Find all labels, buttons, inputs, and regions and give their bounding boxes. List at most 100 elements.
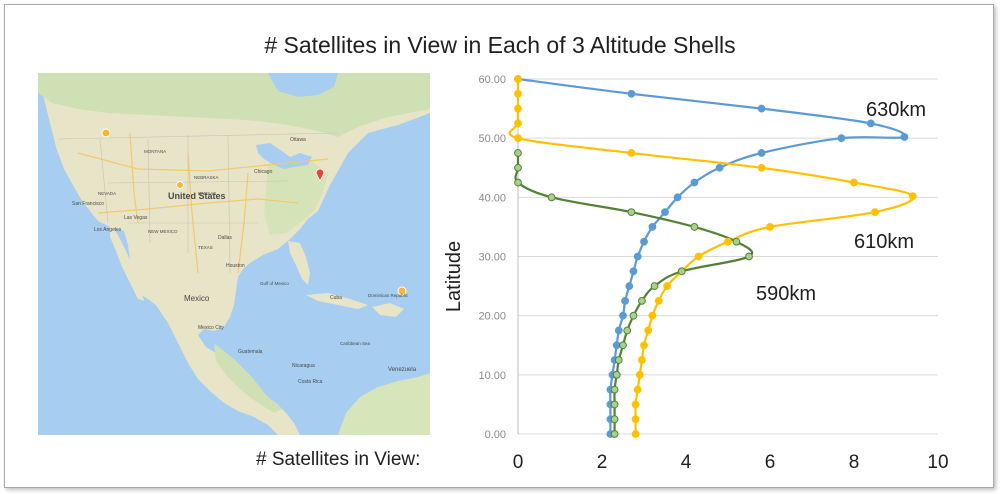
map-label-new-mexico: NEW MEXICO [148,229,178,234]
florida [288,241,310,285]
data-point-630km [633,252,642,261]
data-point-610km [635,370,644,379]
data-point-610km [514,119,522,128]
data-point-590km [514,149,522,157]
map-label-los-angeles: Los Angeles [94,227,122,233]
data-point-590km [732,237,741,246]
data-point-610km [631,430,640,438]
series-points [514,75,917,438]
data-point-630km [690,178,699,187]
latitude-chart: 0.00 10.00 20.00 30.00 40.00 50.00 60.00 0 2 4 6 8… [443,74,949,473]
map-label-venezuela: Venezuela [388,367,417,373]
baja-california [110,223,144,301]
map-label-chicago: Chicago [254,169,273,175]
map-label-houston: Houston [226,263,245,269]
data-point-590km [623,326,632,335]
data-point-610km [514,104,522,113]
data-point-610km [654,296,663,305]
data-point-610km [514,89,522,98]
y-tick-label: 10.00 [478,370,506,382]
map-label-san-francisco: San Francisco [72,201,104,207]
x-tick-label: 6 [765,452,776,473]
data-point-630km [627,89,636,98]
map-label-texas: TEXAS [198,245,213,250]
data-point-630km [673,193,682,202]
map-label-gulf: Gulf of Mexico [260,281,289,286]
data-point-610km [694,252,703,261]
chart-gridlines [517,78,938,435]
x-axis-label: # Satellites in View: [256,449,421,470]
data-point-630km [619,311,627,320]
mexico-south-forest [214,343,282,413]
data-point-610km [724,237,732,246]
data-point-610km [757,163,766,172]
map-label-kansas: KANSAS [198,191,216,196]
data-point-590km [638,296,646,305]
y-tick-label: 60.00 [478,74,506,86]
map-graphic: United States Mexico Ottawa Chicago San … [38,73,430,435]
data-point-610km [514,134,522,143]
north-america-map: United States Mexico Ottawa Chicago San … [38,73,430,435]
data-point-590km [610,430,619,438]
hudson-bay [268,73,338,97]
data-point-630km [629,267,638,276]
data-point-610km [644,326,653,335]
map-label-cuba: Cuba [330,295,342,301]
data-point-590km [619,341,627,350]
data-point-630km [837,134,846,143]
map-label-ottawa: Ottawa [290,137,306,143]
y-axis-label: Latitude [443,241,465,312]
chart-title: # Satellites in View in Each of 3 Altitu… [264,32,736,58]
map-label-nicaragua: Nicaragua [292,363,315,369]
map-label-costa-rica: Costa Rica [298,379,323,385]
map-markers [101,128,407,296]
map-label-las-vegas: Las Vegas [124,215,148,221]
data-point-590km [677,267,686,276]
data-point-610km [850,178,858,187]
series-label-590km: 590km [756,283,816,305]
map-label-nevada: NEVADA [98,191,116,196]
data-point-630km [614,326,623,335]
series-labels: 630km 610km 590km [756,99,926,305]
series-label-630km: 630km [866,99,926,121]
x-tick-label: 10 [927,452,948,473]
map-label-guatemala: Guatemala [238,349,263,355]
data-point-610km [638,356,646,364]
data-point-590km [690,223,699,231]
map-label-nebraska: NEBRASKA [194,175,219,180]
south-america [338,373,430,435]
data-point-610km [514,75,522,83]
data-point-630km [625,282,634,290]
map-label-mexico-city: Mexico City [198,325,224,331]
data-point-590km [614,356,623,364]
data-point-590km [547,193,556,202]
data-point-590km [610,385,619,394]
data-point-610km [663,282,672,290]
y-tick-label: 50.00 [478,133,506,145]
us-center-marker-icon [176,181,184,189]
data-point-610km [631,415,640,424]
data-point-610km [908,192,917,201]
data-point-590km [514,163,522,172]
map-label-caribbean: Caribbean Sea [340,341,371,346]
data-point-610km [648,311,657,320]
y-tick-label: 0.00 [485,429,506,441]
east-us-forest [264,159,328,235]
data-point-610km [871,208,879,217]
x-tick-label: 4 [681,452,692,473]
data-point-590km [612,370,621,379]
caribbean-marker-icon [397,286,407,296]
series-label-610km: 610km [854,231,914,253]
data-point-590km [745,252,753,261]
map-label-dallas: Dallas [218,235,232,241]
x-tick-label: 0 [513,452,524,473]
data-point-630km [621,296,630,305]
data-point-630km [640,237,648,246]
seattle-marker-icon [101,128,111,138]
data-point-630km [900,133,909,141]
data-point-630km [866,119,875,128]
y-tick-labels: 0.00 10.00 20.00 30.00 40.00 50.00 60.00 [478,74,506,441]
y-tick-label: 30.00 [478,252,506,264]
data-point-630km [757,149,766,157]
data-point-610km [640,341,648,350]
